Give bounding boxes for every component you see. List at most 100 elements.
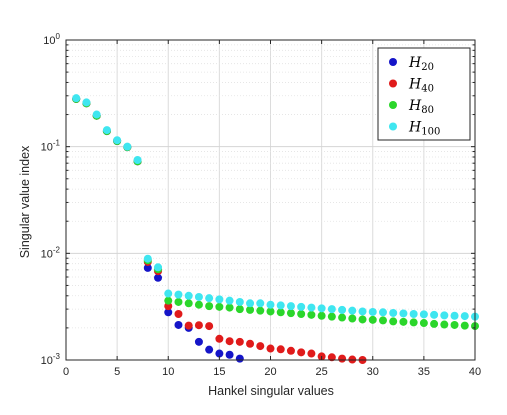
data-point [286,302,295,311]
data-point [164,289,173,298]
data-point [430,310,439,319]
legend-entry: H100 [389,120,440,138]
data-point [215,295,224,304]
y-tick-label: 100 [43,32,60,47]
data-point [276,301,285,310]
x-tick-label: 5 [114,366,120,378]
data-point [143,263,152,272]
y-tick-labels: 100 10-1 10-2 10-3 [41,32,61,367]
data-point [246,299,255,308]
legend-label: H80 [408,98,434,116]
data-point [225,337,234,346]
data-point [256,306,265,315]
data-point [348,314,357,323]
legend-entry: H20 [389,55,434,73]
data-point [338,354,347,363]
data-point [123,142,132,151]
data-point [184,291,193,300]
data-point [246,305,255,314]
legend: H20 H40 H80 H100 [377,47,471,141]
data-point [266,344,275,353]
data-point [297,309,306,318]
data-point [82,98,91,107]
x-tick-label: 25 [316,366,328,378]
legend-label: H20 [408,55,434,73]
data-point [348,306,357,315]
data-point [368,307,377,316]
x-tick-labels: 0 5 10 15 20 25 30 35 40 [63,366,481,378]
data-point [338,305,347,314]
data-point [225,296,234,305]
data-point [358,315,367,324]
data-point [389,308,398,317]
data-point [164,296,173,305]
data-point [174,297,183,306]
data-point [276,345,285,354]
series-h100 [72,94,479,321]
data-point [72,94,81,103]
data-point [235,337,244,346]
data-point [215,302,224,311]
data-point [154,273,163,282]
data-point [460,312,469,321]
data-point [307,303,316,312]
legend-entry: H40 [389,77,434,95]
data-point [286,346,295,355]
data-point [389,317,398,326]
data-point [184,321,193,330]
legend-label: H40 [408,77,434,95]
data-point [368,315,377,324]
data-point [164,308,173,317]
data-point [409,309,418,318]
data-point [194,292,203,301]
data-point [358,307,367,316]
data-point [307,310,316,319]
legend-entry: H80 [389,98,434,116]
data-point [450,311,459,320]
legend-label: H100 [408,120,440,138]
data-point [154,263,163,272]
data-point [266,307,275,316]
data-point [194,300,203,309]
data-point [184,299,193,308]
data-point [92,110,101,119]
data-point [205,302,214,311]
data-point [143,254,152,263]
data-point [113,136,122,145]
data-point [440,311,449,320]
data-point [327,353,336,362]
data-point [235,354,244,363]
data-point [317,304,326,313]
data-point [450,320,459,329]
x-tick-label: 15 [213,366,225,378]
y-axis-label: Singular value index [18,145,32,258]
x-tick-label: 20 [264,366,276,378]
data-point [174,309,183,318]
data-point [317,311,326,320]
legend-marker [389,58,397,66]
data-point [256,299,265,308]
y-tick-label: 10-1 [41,139,61,154]
data-point [102,126,111,135]
x-tick-label: 0 [63,366,69,378]
data-point [215,334,224,343]
data-point [205,345,214,354]
data-point [276,308,285,317]
data-point [174,290,183,299]
data-points [72,94,479,364]
legend-marker [389,122,397,131]
data-point [266,300,275,309]
data-point [399,317,408,326]
data-point [194,321,203,330]
data-point [460,321,469,330]
x-tick-label: 10 [162,366,174,378]
data-point [409,318,418,327]
legend-marker [389,79,397,88]
legend-marker [389,101,397,109]
data-point [378,308,387,317]
data-point [307,349,316,358]
axes [65,39,476,361]
data-point [327,312,336,321]
data-point [338,313,347,322]
data-point [256,342,265,351]
